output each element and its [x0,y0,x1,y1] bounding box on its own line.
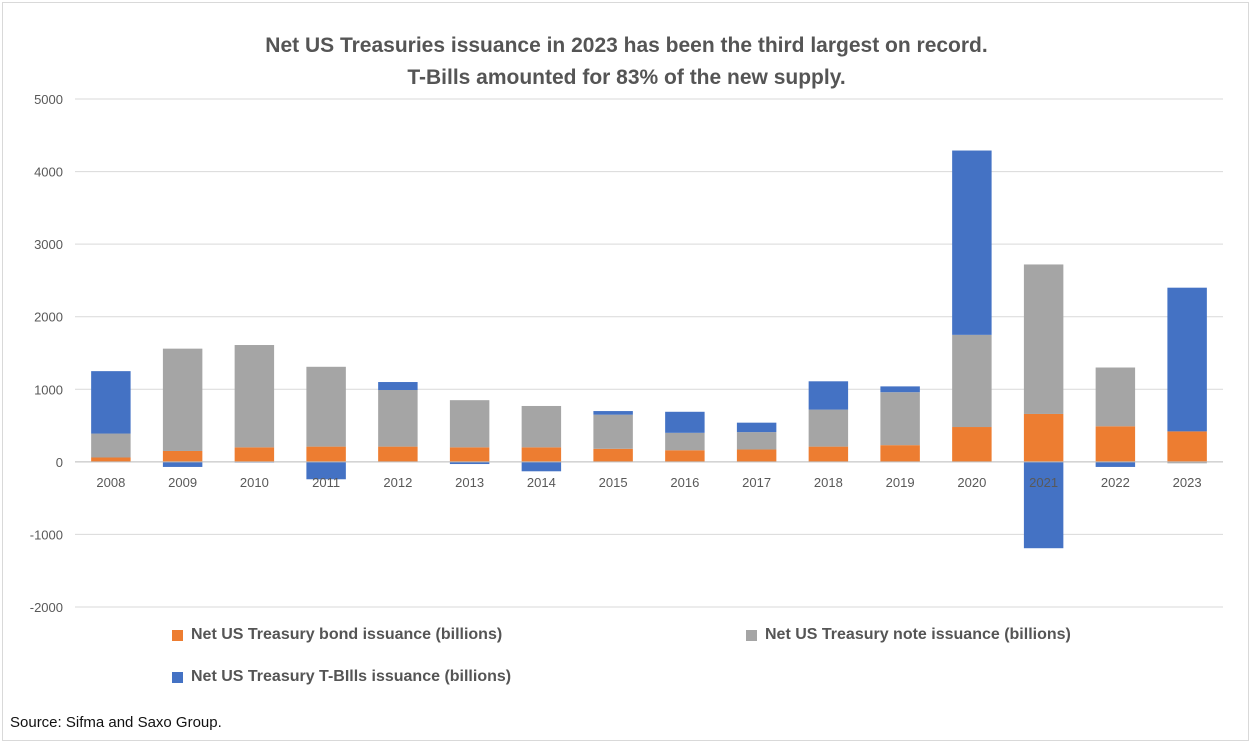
legend-item-bills: Net US Treasury T-BIlls issuance (billio… [172,668,511,686]
source-note: Source: Sifma and Saxo Group. [10,714,222,731]
bills-bar [593,411,633,415]
note-bar [234,345,275,448]
note-bar [306,366,346,447]
legend-label-bond: Net US Treasury bond issuance (billions) [191,626,503,643]
x-tick-label: 2009 [168,475,197,490]
bills-bar [808,381,849,410]
bond-bar [952,427,992,462]
legend-label-note: Net US Treasury note issuance (billions) [765,626,1071,643]
x-tick-label: 2020 [957,475,986,490]
note-bar [952,334,992,428]
bond-bar [1167,431,1207,462]
x-tick-label: 2021 [1029,475,1058,490]
bond-bar [1095,426,1136,462]
bills-bar [952,150,992,335]
x-tick-label: 2013 [455,475,484,490]
note-bar [162,348,203,451]
note-bar [808,409,849,447]
note-bar [91,433,131,458]
legend-label-bills: Net US Treasury T-BIlls issuance (billio… [191,668,512,685]
x-tick-label: 2012 [383,475,412,490]
note-bar [378,390,418,447]
bond-bar [306,446,346,462]
y-tick-label: 2000 [34,310,63,325]
bond-bar [234,447,275,462]
y-tick-label: 3000 [34,237,63,252]
note-bar [1095,367,1136,427]
x-tick-label: 2023 [1173,475,1202,490]
legend-item-bond: Net US Treasury bond issuance (billions) [172,626,502,644]
chart-title: Net US Treasuries issuance in 2023 has b… [0,30,1253,94]
bond-bar [521,447,562,462]
bond-bar [378,446,418,462]
bond-bar [665,450,705,462]
legend-swatch-bills [172,671,183,683]
note-bar [1023,264,1064,414]
bond-bar [880,445,920,462]
y-tick-label: 1000 [34,382,63,397]
note-bar [449,400,490,448]
bills-bar [1095,461,1136,467]
x-tick-label: 2011 [312,475,340,490]
bills-bar [1023,461,1064,549]
bills-bar [91,371,131,434]
bond-bar [593,448,633,462]
note-bar [521,405,562,448]
legend-swatch-note [746,629,757,641]
legend-item-note: Net US Treasury note issuance (billions) [746,626,1071,644]
x-tick-label: 2014 [527,475,556,490]
bond-bar [91,457,131,462]
note-bar [665,432,705,451]
x-tick-label: 2015 [599,475,628,490]
bond-bar [808,446,849,462]
x-tick-label: 2017 [742,475,771,490]
y-tick-label: -2000 [30,600,63,615]
bills-bar [736,422,777,433]
bond-bar [736,449,777,462]
bills-bar [1167,287,1207,432]
note-bar [880,392,920,446]
y-tick-label: 5000 [34,92,63,107]
chart-title-line-1: Net US Treasuries issuance in 2023 has b… [265,34,988,57]
bills-bar [449,461,490,465]
note-bar [593,414,633,449]
x-tick-label: 2019 [886,475,915,490]
y-tick-label: -1000 [30,527,63,542]
legend-swatch-bond [172,629,183,641]
y-tick-label: 0 [56,455,63,470]
y-tick-label: 4000 [34,165,63,180]
bills-bar [880,386,920,393]
bills-bar [306,461,346,480]
bills-bar [378,382,418,391]
x-tick-label: 2010 [240,475,269,490]
bond-bar [449,447,490,462]
bond-bar [1023,413,1064,462]
bills-bar [162,461,203,467]
note-bar [1167,461,1207,464]
bond-bar [162,450,203,462]
chart-title-line-2: T-Bills amounted for 83% of the new supp… [407,66,846,89]
x-tick-label: 2008 [96,475,125,490]
x-tick-label: 2022 [1101,475,1130,490]
bills-bar [521,461,562,472]
note-bar [736,432,777,450]
x-tick-label: 2018 [814,475,843,490]
x-tick-label: 2016 [670,475,699,490]
bills-bar [665,411,705,433]
